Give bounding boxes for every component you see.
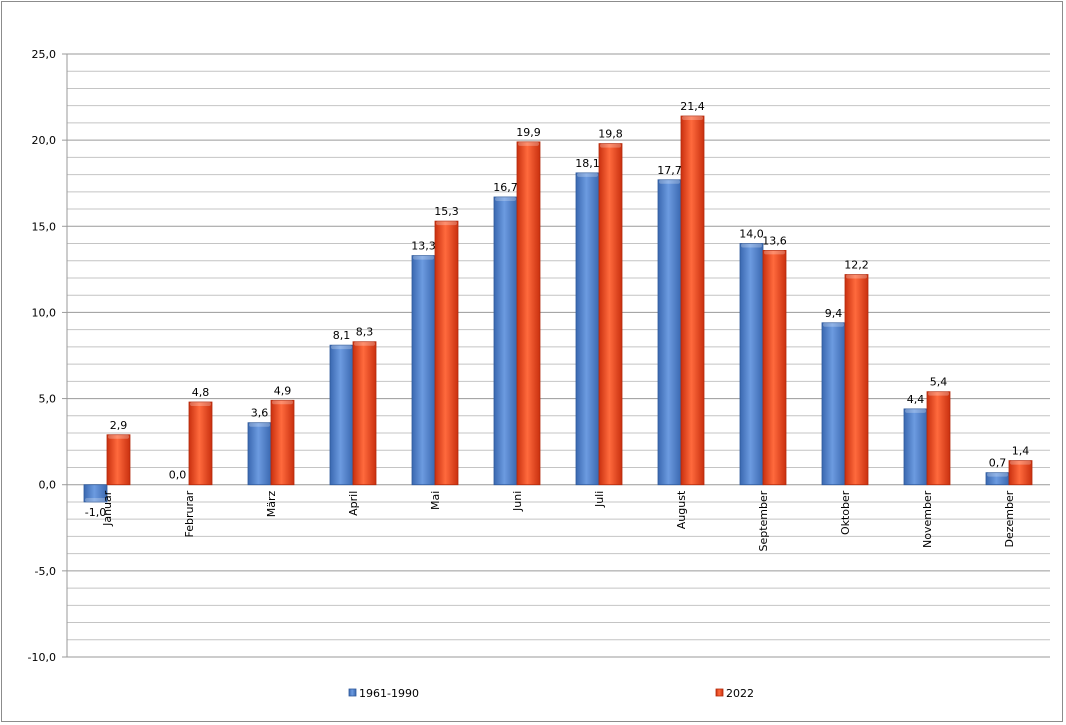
legend-label: 1961-1990 — [359, 687, 419, 700]
bar-cap — [436, 221, 457, 226]
legend-label: 2022 — [726, 687, 754, 700]
bar-cap — [600, 143, 621, 148]
data-label: 9,4 — [825, 307, 843, 320]
category-label: Februrar — [183, 490, 196, 537]
bar-cap — [928, 391, 949, 396]
data-label: 3,6 — [251, 407, 269, 420]
bar-series-2022 — [1008, 460, 1033, 486]
category-label: August — [675, 490, 688, 529]
bar-cap — [108, 434, 129, 439]
bar-cap — [249, 422, 270, 427]
bar-series-2022 — [188, 401, 213, 486]
bar-series-2022 — [352, 341, 377, 486]
bar-cap — [413, 255, 434, 260]
data-label: 0,7 — [989, 457, 1007, 470]
category-label: Oktober — [839, 490, 852, 535]
data-label: 18,1 — [575, 157, 600, 170]
bar-series-1961-1990 — [83, 484, 108, 503]
bar-series-1961-1990 — [575, 172, 600, 486]
bar-cap — [190, 402, 211, 407]
data-label: 8,3 — [356, 326, 374, 339]
bar-cap — [987, 472, 1008, 477]
y-tick-label: 5,0 — [39, 393, 57, 406]
bar-cap — [272, 400, 293, 405]
bar-cap — [682, 116, 703, 121]
bar-series-2022 — [106, 434, 131, 486]
bar-series-2022 — [516, 141, 541, 486]
bar-cap — [659, 179, 680, 184]
bar-series-1961-1990 — [739, 243, 764, 486]
category-label: Juni — [511, 491, 524, 512]
bar-cap — [846, 274, 867, 279]
bar-series-1961-1990 — [329, 344, 354, 486]
bar-cap — [1010, 460, 1031, 465]
data-label: 2,9 — [110, 419, 128, 432]
bar-cap — [764, 250, 785, 255]
y-tick-label: 0,0 — [39, 479, 57, 492]
category-label: April — [347, 491, 360, 516]
bar-series-2022 — [680, 115, 705, 486]
bar-series-2022 — [598, 143, 623, 486]
data-label: 19,8 — [598, 128, 623, 141]
data-label: 15,3 — [434, 205, 459, 218]
data-label: -1,0 — [85, 506, 106, 519]
legend-swatch — [715, 688, 724, 697]
y-tick-label: -5,0 — [35, 565, 56, 578]
data-label: 5,4 — [930, 376, 948, 389]
bar-series-2022 — [762, 250, 787, 486]
category-label: Juli — [593, 491, 606, 508]
y-tick-label: 15,0 — [32, 220, 57, 233]
category-label: März — [265, 490, 278, 517]
data-label: 16,7 — [493, 181, 518, 194]
data-label: 17,7 — [657, 164, 682, 177]
y-tick-label: 20,0 — [32, 134, 57, 147]
bar-cap — [905, 408, 926, 413]
category-label: November — [921, 490, 934, 548]
data-label: 13,6 — [762, 234, 787, 247]
bar-series-1961-1990 — [903, 408, 928, 486]
data-label: 4,4 — [907, 393, 925, 406]
category-label: Januar — [101, 490, 114, 527]
category-label: Mai — [429, 491, 442, 510]
data-label: 4,9 — [274, 384, 292, 397]
legend-swatch — [348, 688, 357, 697]
data-label: 12,2 — [844, 259, 869, 272]
data-label: 8,1 — [333, 329, 351, 342]
bar-series-2022 — [270, 399, 295, 486]
data-label: 1,4 — [1012, 445, 1030, 458]
bar-cap — [495, 196, 516, 201]
bar-cap — [354, 341, 375, 346]
bar-cap — [331, 345, 352, 350]
y-tick-label: 25,0 — [32, 48, 57, 61]
data-label: 19,9 — [516, 126, 541, 139]
data-label: 21,4 — [680, 100, 705, 113]
bar-cap — [741, 243, 762, 248]
data-label: 14,0 — [739, 228, 764, 241]
bar-cap — [85, 497, 106, 502]
bar-series-1961-1990 — [493, 196, 518, 486]
bar-series-1961-1990 — [247, 422, 272, 486]
bar-cap — [518, 141, 539, 146]
category-label: Dezember — [1003, 490, 1016, 547]
data-label: 13,3 — [411, 240, 436, 253]
y-tick-label: 10,0 — [32, 306, 57, 319]
data-label: 4,8 — [192, 386, 210, 399]
bar-cap — [823, 322, 844, 327]
bar-series-1961-1990 — [821, 322, 846, 486]
bar-series-2022 — [844, 274, 869, 486]
bar-series-1961-1990 — [657, 179, 682, 486]
y-tick-label: -10,0 — [28, 651, 56, 664]
data-label: 0,0 — [169, 469, 187, 482]
category-label: September — [757, 490, 770, 551]
bar-cap — [577, 172, 598, 177]
bar-series-2022 — [434, 220, 459, 486]
bar-series-2022 — [926, 391, 951, 486]
bar-series-1961-1990 — [411, 255, 436, 486]
